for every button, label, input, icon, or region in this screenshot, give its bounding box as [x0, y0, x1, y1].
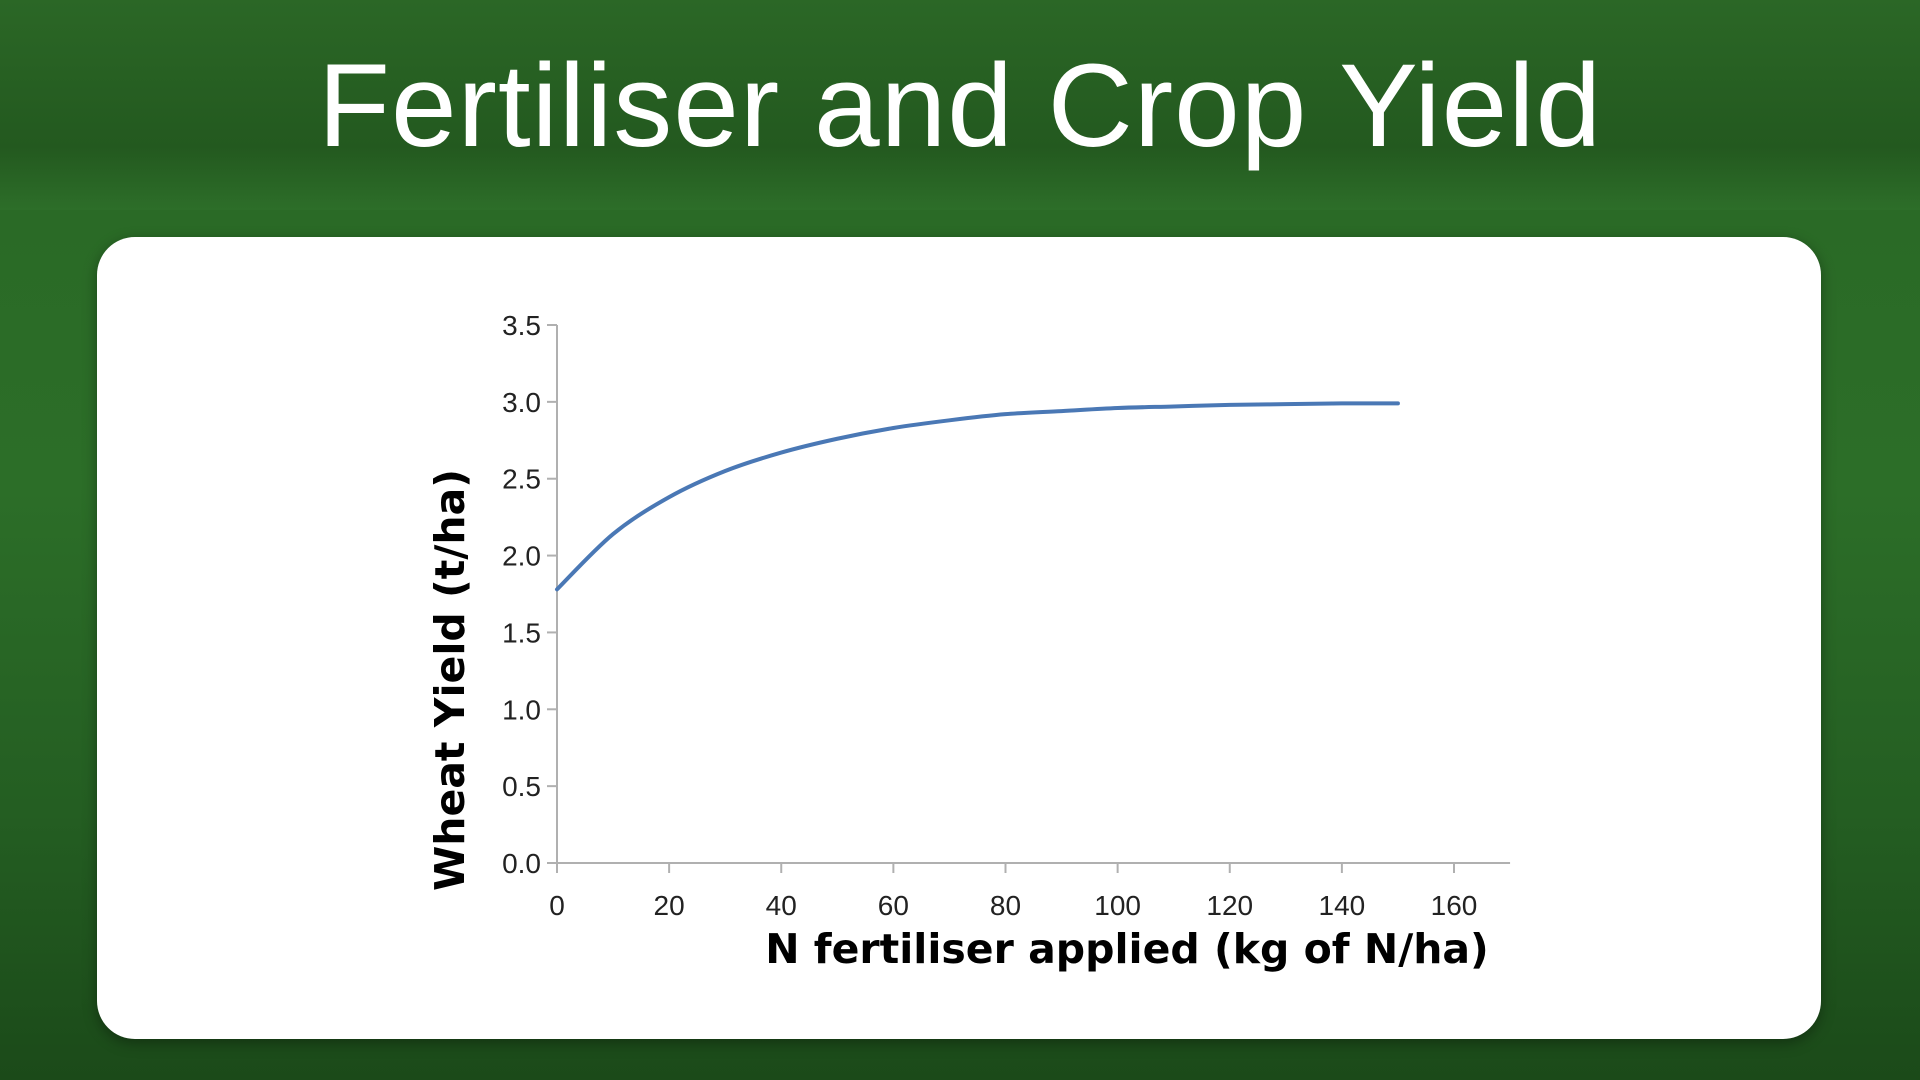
x-tick-label: 80	[990, 890, 1021, 921]
x-tick-label: 100	[1094, 890, 1141, 921]
y-tick-label: 3.0	[502, 387, 541, 418]
x-tick-label: 0	[549, 890, 565, 921]
y-tick-label: 1.5	[502, 617, 541, 648]
y-tick-label: 1.0	[502, 694, 541, 725]
chart-panel: 0.0 0.5 1.0 1.5 2.0 2.5 3.0 3.5 0 20 40 60 80 100 120 1…	[97, 237, 1821, 1039]
yield-chart: 0.0 0.5 1.0 1.5 2.0 2.5 3.0 3.5 0 20 40 60 80 100 120 1…	[426, 310, 1511, 973]
y-tick-label: 2.0	[502, 541, 541, 572]
x-axis-title: N fertiliser applied (kg of N/ha)	[765, 925, 1489, 973]
x-tick-label: 60	[878, 890, 909, 921]
x-tick-label: 120	[1206, 890, 1253, 921]
x-tick-label: 160	[1431, 890, 1478, 921]
y-tick-label: 3.5	[502, 310, 541, 341]
y-tick-label: 0.0	[502, 848, 541, 879]
yield-series-line	[555, 401, 1400, 592]
y-tick-label: 2.5	[502, 464, 541, 495]
x-tick-label: 20	[654, 890, 685, 921]
y-axis-title: Wheat Yield (t/ha)	[426, 469, 474, 891]
slide-title: Fertiliser and Crop Yield	[317, 40, 1603, 172]
title-band	[0, 0, 1920, 210]
x-tick-label: 140	[1319, 890, 1366, 921]
x-tick-label: 40	[766, 890, 797, 921]
y-tick-label: 0.5	[502, 771, 541, 802]
